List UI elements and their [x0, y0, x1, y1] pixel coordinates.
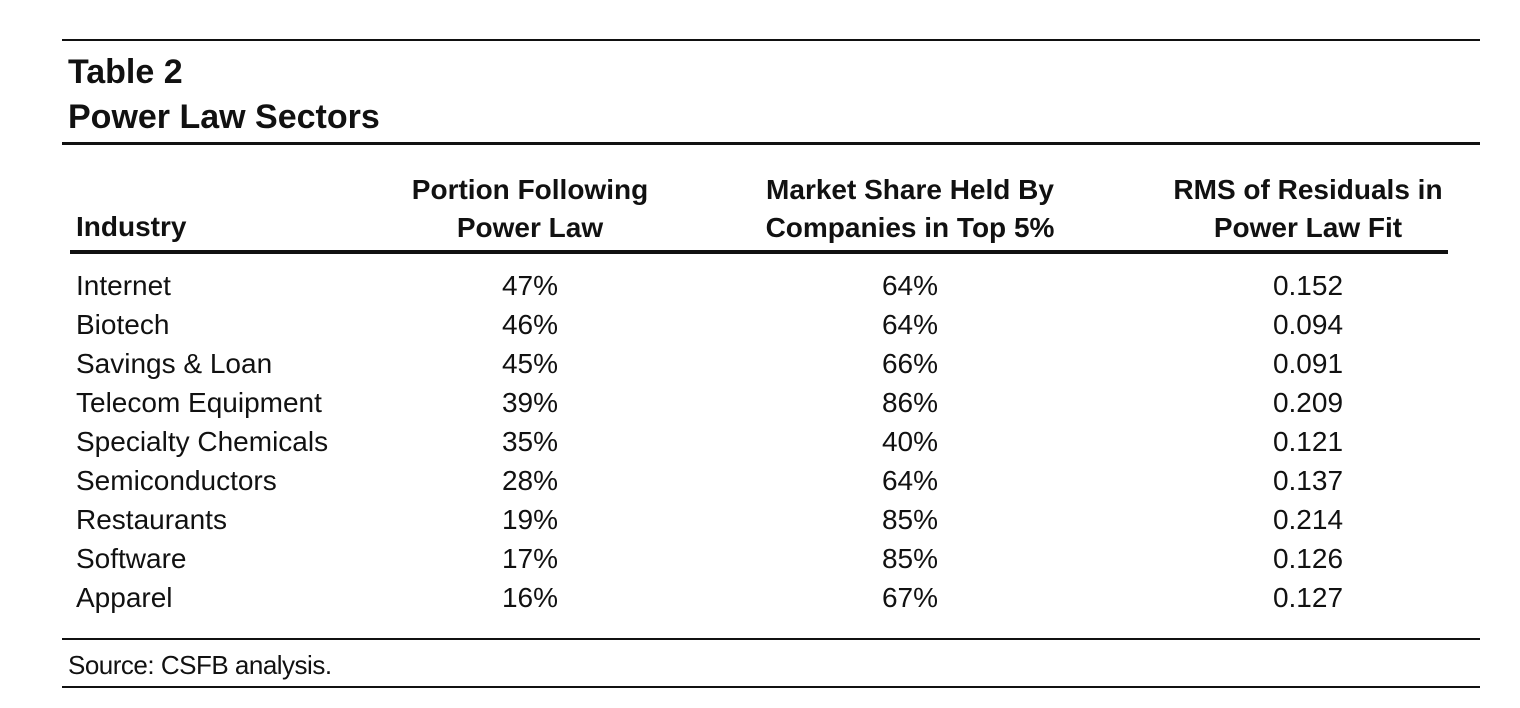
table-row: Internet 47% 64% 0.152: [0, 266, 1520, 305]
body-end-rule: [62, 638, 1480, 640]
cell-industry: Apparel: [76, 582, 173, 613]
cell-market-share: 64%: [881, 309, 939, 340]
table-number: Table 2: [68, 53, 183, 91]
cell-portion: 28%: [501, 465, 559, 496]
table-body: Internet 47% 64% 0.152 Biotech 46% 64% 0…: [0, 266, 1520, 617]
header-rms-line1: RMS of Residuals in: [1173, 174, 1443, 205]
bottom-rule: [62, 686, 1480, 688]
cell-industry: Savings & Loan: [76, 348, 273, 379]
cell-rms: 0.137: [1272, 465, 1344, 496]
cell-portion: 39%: [501, 387, 559, 418]
header-rms: RMS of Residuals in Power Law Fit: [1138, 171, 1478, 247]
cell-market-share: 85%: [881, 504, 939, 535]
cell-portion: 16%: [501, 582, 559, 613]
table-row: Restaurants 19% 85% 0.214: [0, 500, 1520, 539]
title-rule: [62, 142, 1480, 145]
table-row: Biotech 46% 64% 0.094: [0, 305, 1520, 344]
header-portion-line2: Power Law: [456, 212, 604, 243]
cell-market-share: 67%: [881, 582, 939, 613]
cell-industry: Specialty Chemicals: [76, 426, 329, 457]
header-market-share-line1: Market Share Held By: [766, 174, 1054, 205]
cell-rms: 0.209: [1272, 387, 1344, 418]
cell-market-share: 64%: [881, 465, 939, 496]
table-row: Semiconductors 28% 64% 0.137: [0, 461, 1520, 500]
cell-market-share: 86%: [881, 387, 939, 418]
cell-market-share: 66%: [881, 348, 939, 379]
cell-rms: 0.121: [1272, 426, 1344, 457]
cell-industry: Internet: [76, 270, 171, 301]
cell-market-share: 85%: [881, 543, 939, 574]
cell-industry: Software: [76, 543, 187, 574]
header-rms-line2: Power Law Fit: [1213, 212, 1403, 243]
cell-portion: 35%: [501, 426, 559, 457]
header-rule: [70, 250, 1448, 254]
table-row: Software 17% 85% 0.126: [0, 539, 1520, 578]
cell-rms: 0.152: [1272, 270, 1344, 301]
cell-portion: 19%: [501, 504, 559, 535]
cell-rms: 0.091: [1272, 348, 1344, 379]
cell-industry: Biotech: [76, 309, 170, 340]
top-rule: [62, 39, 1480, 41]
cell-portion: 17%: [501, 543, 559, 574]
cell-rms: 0.214: [1272, 504, 1344, 535]
cell-rms: 0.094: [1272, 309, 1344, 340]
cell-portion: 47%: [501, 270, 559, 301]
table-row: Specialty Chemicals 35% 40% 0.121: [0, 422, 1520, 461]
table-row: Telecom Equipment 39% 86% 0.209: [0, 383, 1520, 422]
header-market-share: Market Share Held By Companies in Top 5%: [730, 171, 1090, 247]
cell-market-share: 40%: [881, 426, 939, 457]
cell-rms: 0.126: [1272, 543, 1344, 574]
header-industry: Industry: [76, 211, 187, 242]
table-row: Apparel 16% 67% 0.127: [0, 578, 1520, 617]
table-row: Savings & Loan 45% 66% 0.091: [0, 344, 1520, 383]
cell-industry: Telecom Equipment: [76, 387, 322, 418]
source-note: Source: CSFB analysis.: [68, 650, 332, 680]
cell-portion: 46%: [501, 309, 559, 340]
table-title: Power Law Sectors: [68, 98, 380, 136]
cell-market-share: 64%: [881, 270, 939, 301]
header-portion: Portion Following Power Law: [360, 171, 700, 247]
cell-industry: Restaurants: [76, 504, 227, 535]
header-portion-line1: Portion Following: [411, 174, 649, 205]
cell-rms: 0.127: [1272, 582, 1344, 613]
cell-industry: Semiconductors: [76, 465, 277, 496]
cell-portion: 45%: [501, 348, 559, 379]
header-market-share-line2: Companies in Top 5%: [765, 212, 1055, 243]
